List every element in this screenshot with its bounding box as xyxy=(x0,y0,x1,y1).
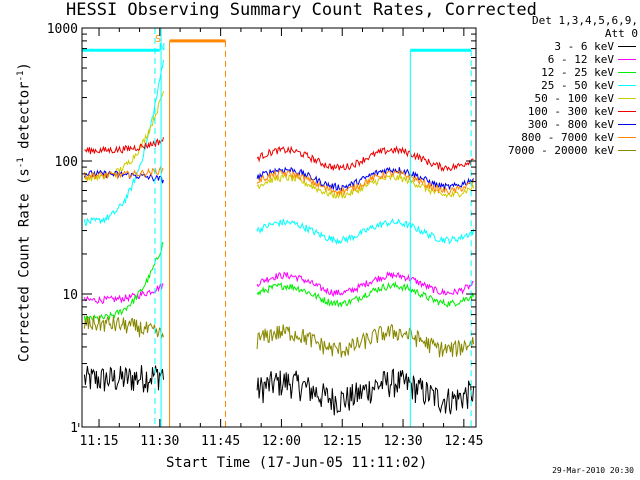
legend-item: 12 - 25 keV xyxy=(480,66,638,79)
y-axis-label-exp1: -1 xyxy=(16,157,26,169)
x-tick-label: 12:00 xyxy=(262,434,301,449)
legend-item: 3 - 6 keV xyxy=(480,40,638,53)
legend-header-attenuator: Att 0 xyxy=(604,27,638,40)
series-line-0 xyxy=(83,365,475,416)
y-tick-label: 1000 xyxy=(47,22,78,37)
legend-item-swatch xyxy=(618,98,636,99)
legend-item-swatch xyxy=(618,59,636,60)
series-line-1 xyxy=(83,271,474,305)
x-tick-label: 12:15 xyxy=(323,434,362,449)
legend-item-swatch xyxy=(618,150,636,151)
legend-item-swatch xyxy=(618,85,636,86)
flag-markers: SN xyxy=(82,28,472,427)
series-line-8 xyxy=(83,315,475,358)
legend-item-label: 6 - 12 keV xyxy=(547,53,614,66)
legend-item-label: 12 - 25 keV xyxy=(541,66,614,79)
legend-item-swatch xyxy=(618,137,636,138)
legend-item: 25 - 50 keV xyxy=(480,79,638,92)
x-tick-label: 11:15 xyxy=(79,434,118,449)
footer-timestamp: 29-Mar-2010 20:30 xyxy=(552,466,634,475)
legend-item: 6 - 12 keV xyxy=(480,53,638,66)
x-axis-label: Start Time (17-Jun-05 11:11:02) xyxy=(166,455,428,471)
legend-item: 800 - 7000 keV xyxy=(480,131,638,144)
legend-item-swatch xyxy=(618,124,636,125)
y-axis-label: Corrected Count Rate (s-1 detector-1) xyxy=(16,62,33,362)
legend-item-label: 50 - 100 keV xyxy=(534,92,614,105)
y-tick-label: 1 xyxy=(70,421,78,436)
legend-item-label: 800 - 7000 keV xyxy=(521,131,614,144)
chart-title: HESSI Observing Summary Count Rates, Cor… xyxy=(66,0,537,20)
legend-item: 50 - 100 keV xyxy=(480,92,638,105)
saa-marker-label: N xyxy=(159,42,165,53)
attenuator-marker-label: S xyxy=(155,34,161,45)
legend-entries: 3 - 6 keV 6 - 12 keV 12 - 25 keV 25 - 50 ke… xyxy=(480,40,638,157)
x-tick-label: 11:30 xyxy=(140,434,179,449)
legend-item-label: 300 - 800 keV xyxy=(527,118,614,131)
legend-item-label: 25 - 50 keV xyxy=(541,79,614,92)
legend-item-swatch xyxy=(618,46,636,47)
legend-item: 100 - 300 keV xyxy=(480,105,638,118)
series-line-5 xyxy=(84,137,474,172)
y-axis-label-text: Corrected Count Rate (s xyxy=(16,168,33,362)
x-tick-label: 11:45 xyxy=(201,434,240,449)
x-tick-label: 12:30 xyxy=(383,434,422,449)
legend-item-swatch xyxy=(618,111,636,112)
series-line-4 xyxy=(83,91,475,199)
legend-header-detectors: Det 1,3,4,5,6,9, xyxy=(532,14,638,27)
y-axis-label-exp2: -1 xyxy=(16,70,26,82)
legend-item-swatch xyxy=(618,72,636,73)
y-axis-label-mid: detector xyxy=(16,81,33,158)
y-tick-label: 100 xyxy=(55,155,78,170)
legend-item: 7000 - 20000 keV xyxy=(480,144,638,157)
plot-frame xyxy=(81,27,477,428)
legend-item-label: 3 - 6 keV xyxy=(554,40,614,53)
axes: 11:15 11:30 11:45 12:00 12:15 12:30 12:45 1 10 10… xyxy=(47,22,484,449)
legend-item-label: 100 - 300 keV xyxy=(527,105,614,118)
series-line-3 xyxy=(83,60,475,246)
y-tick-label: 10 xyxy=(62,288,78,303)
legend-item-label: 7000 - 20000 keV xyxy=(508,144,614,157)
y-axis-label-end: ) xyxy=(16,62,33,71)
series-line-7 xyxy=(83,165,475,196)
legend-item: 300 - 800 keV xyxy=(480,118,638,131)
series-line-2 xyxy=(83,241,475,323)
legend: Det 1,3,4,5,6,9, Att 0 3 - 6 keV 6 - 12 k… xyxy=(480,14,638,157)
x-tick-label: 12:45 xyxy=(444,434,483,449)
series-layer xyxy=(83,60,475,416)
